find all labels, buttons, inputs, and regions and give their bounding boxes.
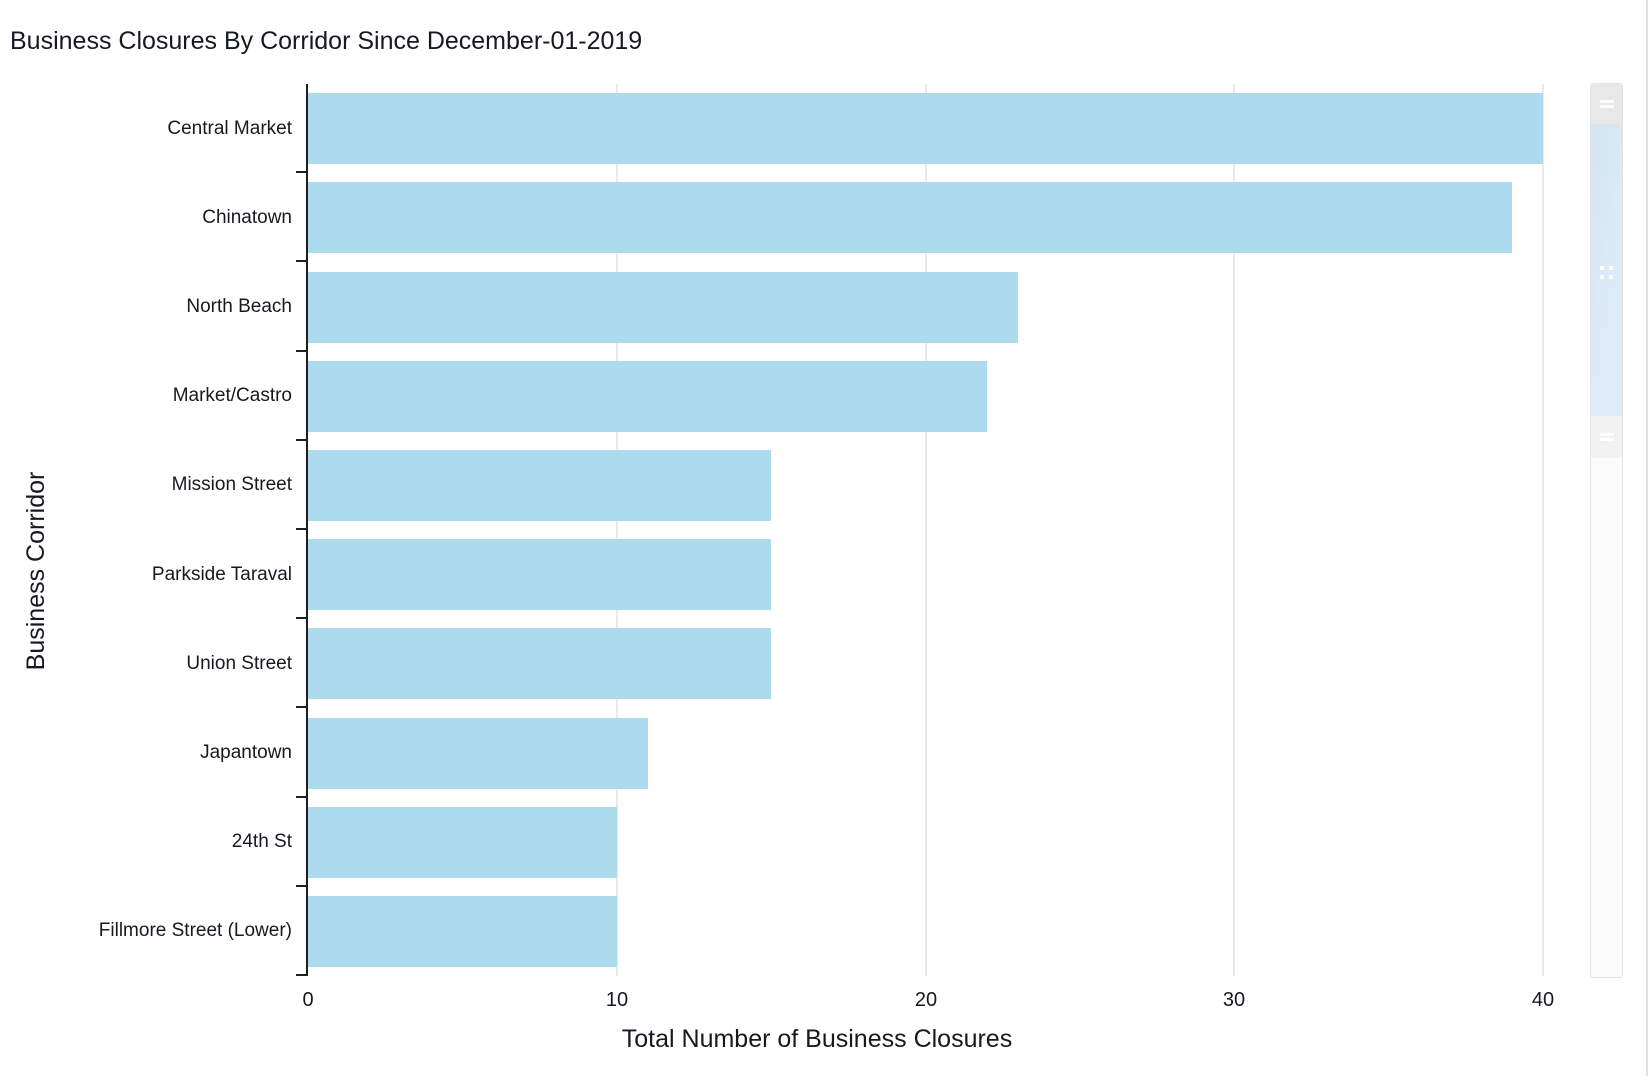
x-tick-label: 30 <box>1222 989 1246 1011</box>
category-label: Parkside Taraval <box>151 564 292 585</box>
y-axis-tick <box>296 528 306 530</box>
chart-title: Business Closures By Corridor Since Dece… <box>10 27 643 55</box>
bar[interactable] <box>308 718 648 789</box>
scrollbar-thumb[interactable] <box>1591 124 1622 416</box>
x-tick-label: 10 <box>605 989 629 1011</box>
bar[interactable] <box>308 896 617 967</box>
x-tick-label: 0 <box>302 989 314 1011</box>
gridline <box>616 84 618 976</box>
y-axis-tick <box>296 796 306 798</box>
y-axis-tick <box>296 171 306 173</box>
bar[interactable] <box>308 628 771 699</box>
scrollbar-bottom-handle[interactable] <box>1591 416 1622 458</box>
bar[interactable] <box>308 807 617 878</box>
y-axis-tick <box>296 974 306 976</box>
y-axis-tick <box>296 350 306 352</box>
bar[interactable] <box>308 361 987 432</box>
category-label: North Beach <box>186 296 292 317</box>
x-tick-label: 40 <box>1531 989 1555 1011</box>
drag-handle-icon <box>1599 100 1614 108</box>
page-edge-divider <box>1646 0 1648 1076</box>
category-label: 24th St <box>231 831 292 852</box>
y-axis-tick <box>296 885 306 887</box>
scrollbar-top-handle[interactable] <box>1591 84 1622 124</box>
category-label: Japantown <box>200 742 292 763</box>
gridline <box>925 84 927 976</box>
y-axis-tick <box>296 439 306 441</box>
category-label: Central Market <box>167 118 292 139</box>
y-axis-scrollbar[interactable] <box>1590 83 1623 978</box>
bar[interactable] <box>308 93 1543 164</box>
y-axis-tick <box>296 260 306 262</box>
y-axis-tick <box>296 706 306 708</box>
bar[interactable] <box>308 450 771 521</box>
bar[interactable] <box>308 272 1018 343</box>
x-tick-label: 20 <box>914 989 938 1011</box>
x-axis-title: Total Number of Business Closures <box>621 1025 1013 1053</box>
y-axis-tick <box>296 617 306 619</box>
drag-handle-icon <box>1599 433 1614 441</box>
category-label: Market/Castro <box>172 385 292 406</box>
bar[interactable] <box>308 539 771 610</box>
category-label: Chinatown <box>202 207 292 228</box>
gridline <box>1233 84 1235 976</box>
grip-dots-icon <box>1600 266 1604 270</box>
category-label: Union Street <box>186 653 292 674</box>
gridline <box>1542 84 1544 976</box>
category-label: Mission Street <box>171 474 292 495</box>
y-axis-line <box>306 84 308 976</box>
bar[interactable] <box>308 182 1512 253</box>
category-label: Fillmore Street (Lower) <box>98 920 292 941</box>
